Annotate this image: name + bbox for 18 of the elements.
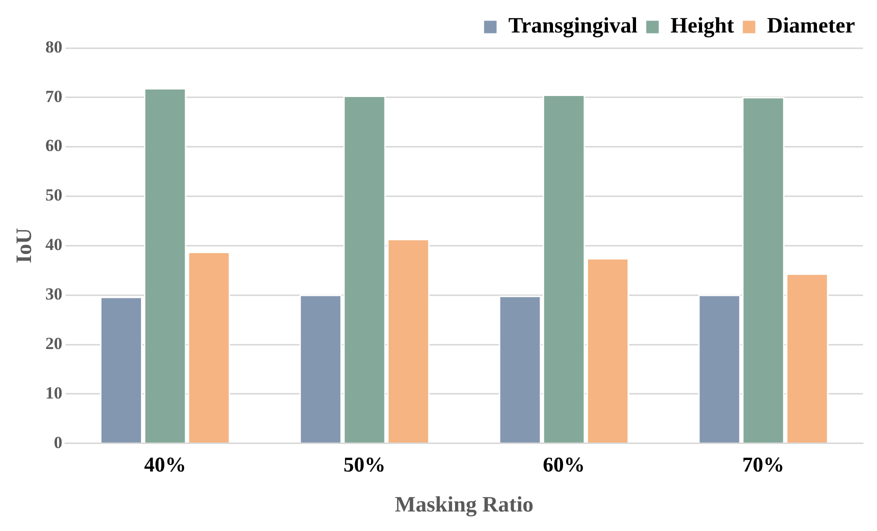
x-tick-label: 60% — [542, 452, 585, 476]
y-tick-label: 50 — [45, 186, 62, 205]
y-tick-label: 10 — [45, 383, 62, 402]
legend-label: Transgingival — [508, 12, 638, 38]
y-tick-label: 40 — [45, 235, 62, 254]
legend-label: Diameter — [767, 12, 856, 38]
x-axis-title: Masking Ratio — [394, 491, 534, 516]
legend-label: Height — [670, 12, 735, 38]
y-tick-label: 0 — [54, 432, 62, 452]
y-axis-title: IoU — [10, 228, 36, 264]
y-tick-label: 60 — [45, 136, 62, 156]
y-tick-label: 80 — [45, 37, 62, 56]
y-tick-label: 30 — [45, 284, 62, 304]
x-tick-label: 50% — [344, 452, 386, 476]
x-tick-label: 40% — [144, 452, 186, 476]
y-tick-label: 20 — [45, 334, 62, 353]
x-tick-label: 70% — [742, 452, 784, 476]
y-tick-label: 70 — [45, 86, 62, 106]
